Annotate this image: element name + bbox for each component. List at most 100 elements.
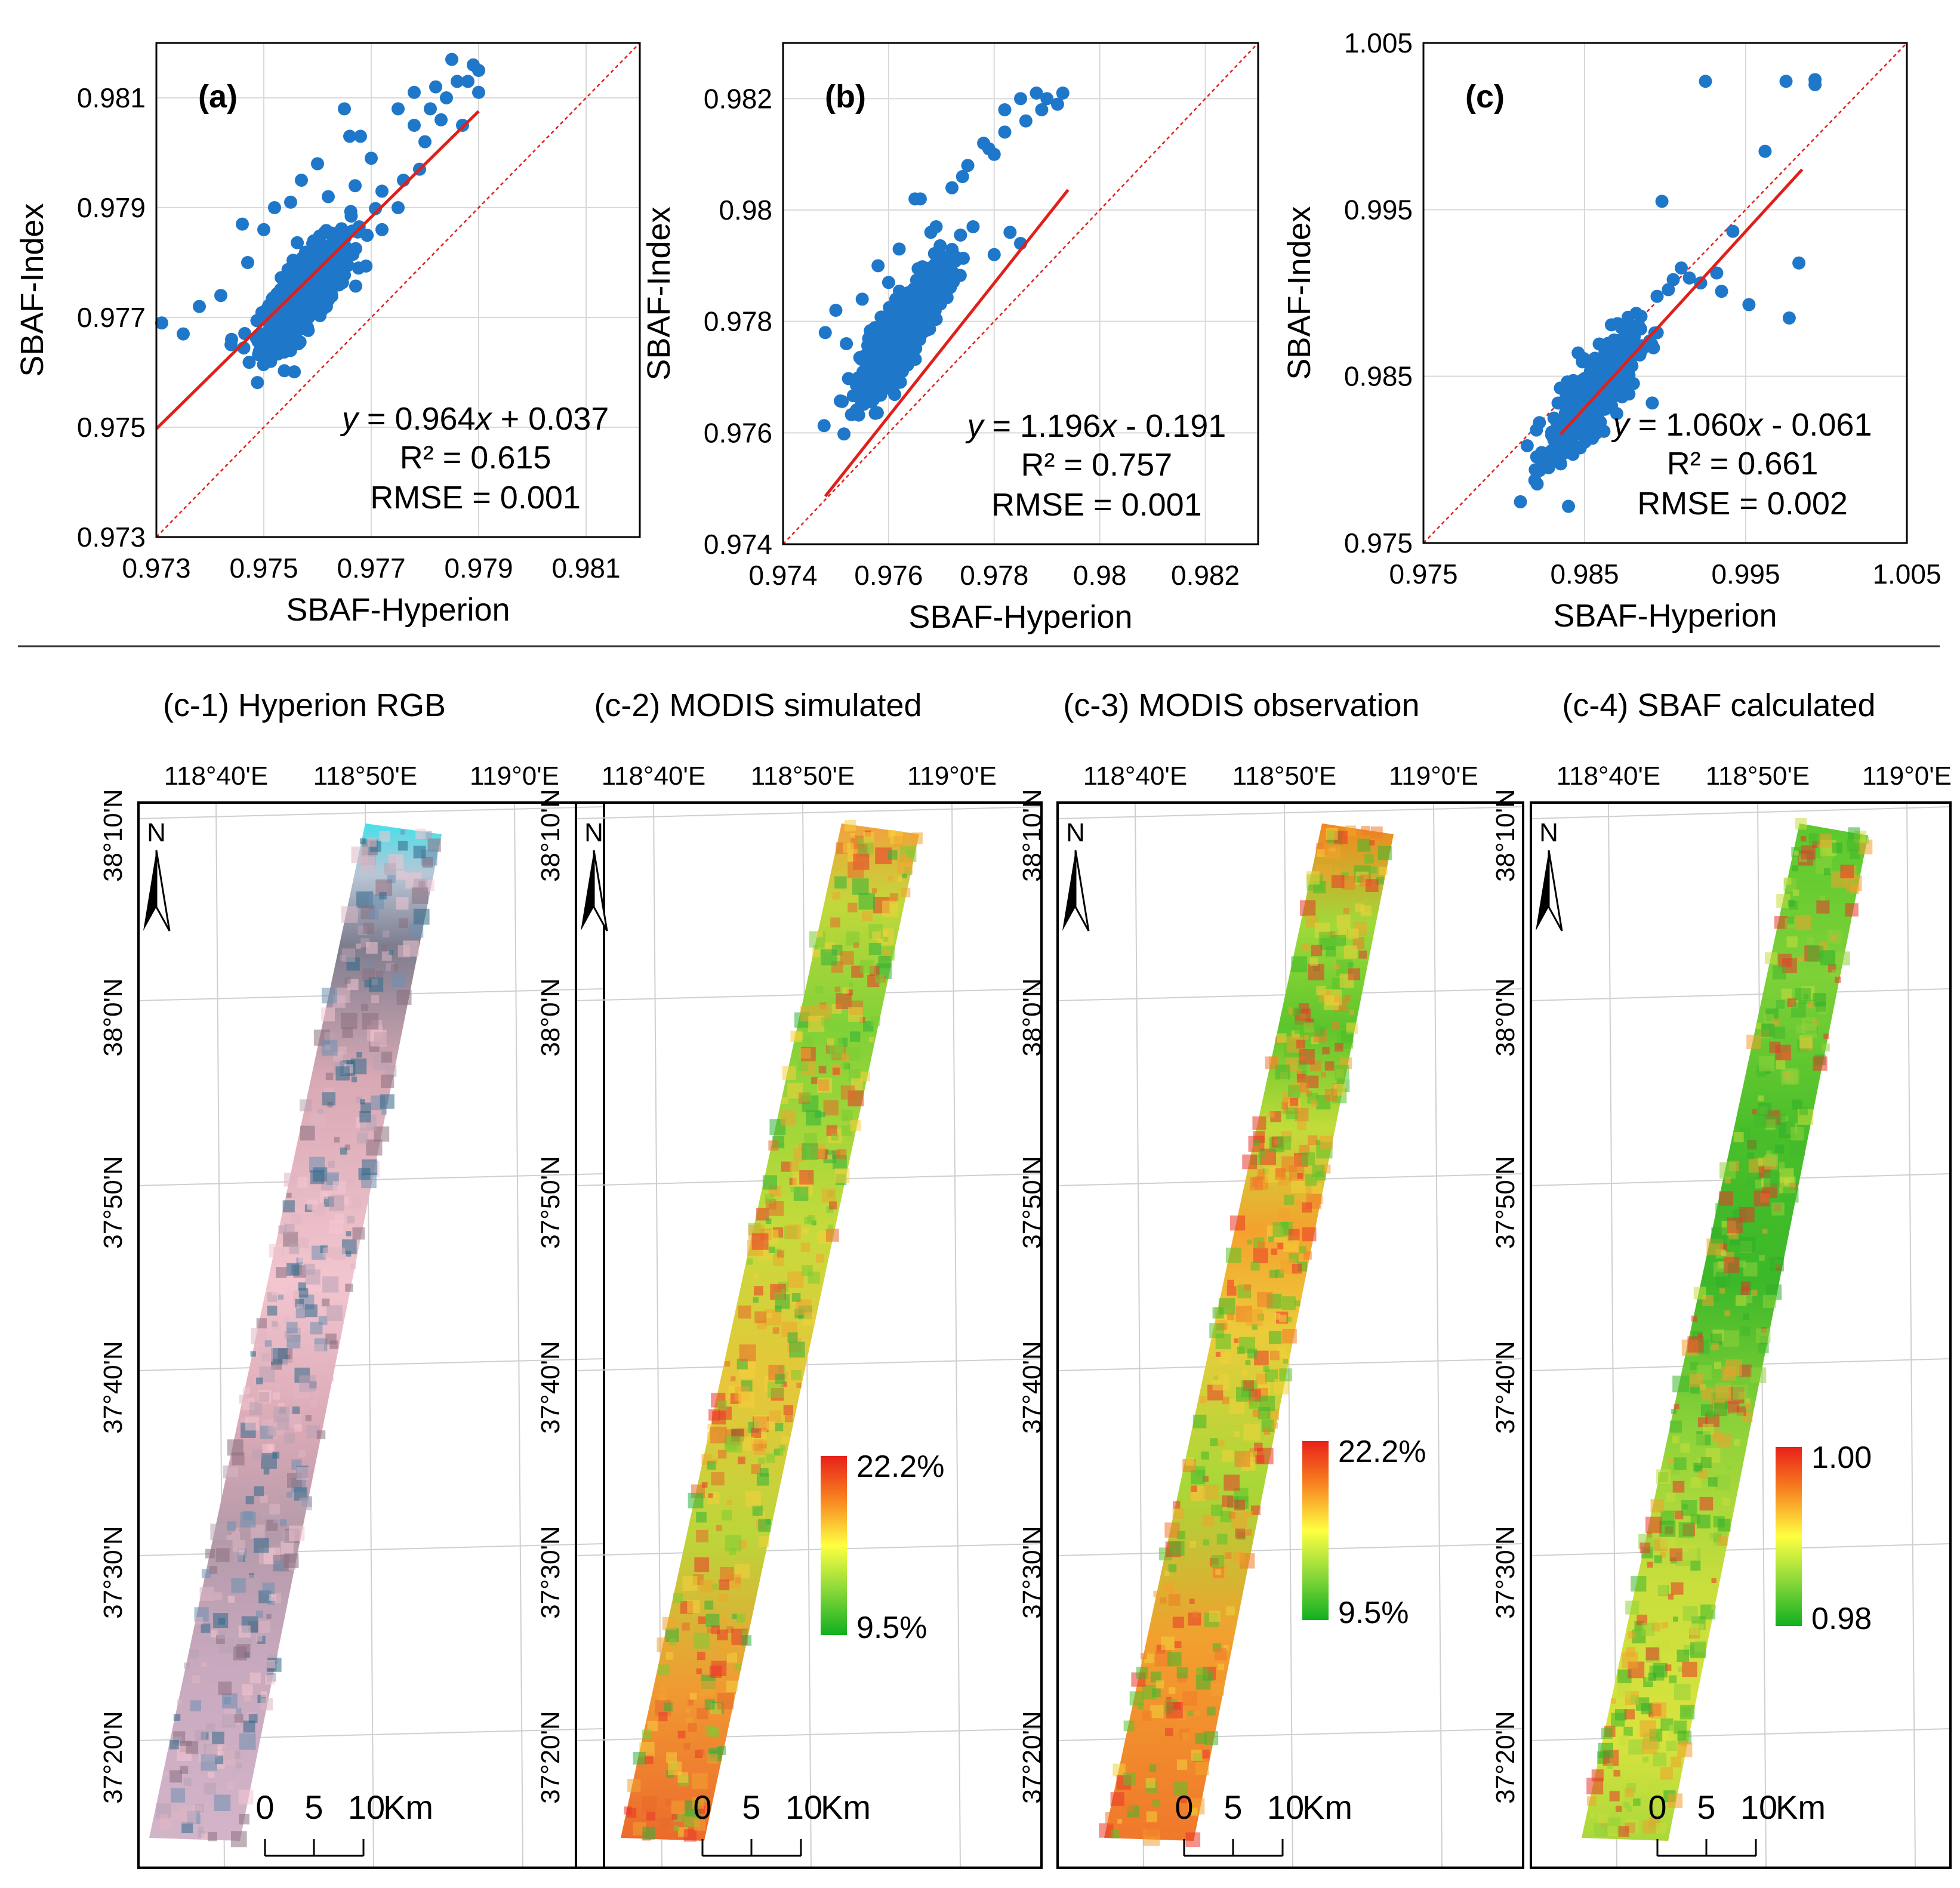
image-pixel [688,1723,697,1732]
data-point [472,64,485,77]
image-pixel [1693,1287,1706,1300]
image-pixel [328,1161,335,1168]
one-to-one-line [156,42,640,538]
data-point [909,311,923,325]
image-pixel [1283,1359,1288,1364]
image-pixel [322,1092,336,1106]
image-pixel [1645,1516,1662,1534]
image-pixel [1250,1177,1263,1190]
data-point [472,85,485,99]
image-pixel [703,1796,709,1802]
image-pixel [1189,1598,1195,1604]
y-tick-label: 0.973 [77,522,146,553]
image-pixel [171,1788,185,1803]
image-pixel [322,1193,329,1199]
image-pixel [858,893,876,910]
data-point [817,419,831,433]
image-pixel [1747,1140,1757,1150]
image-pixel [1324,843,1341,859]
image-pixel [1253,1248,1268,1263]
map-title: (c-3) MODIS observation [1063,687,1419,723]
image-pixel [341,906,358,923]
image-pixel [725,1535,742,1551]
image-pixel [1822,1043,1830,1052]
image-pixel [281,1541,294,1554]
image-pixel [1288,1229,1300,1241]
image-pixel [802,1312,815,1325]
longitude-gridline [1433,802,1443,1868]
image-pixel [298,1288,309,1298]
image-pixel [1173,1501,1181,1509]
latitude-gridline [138,1358,605,1371]
image-pixel [726,1680,738,1692]
image-pixel [192,1675,201,1683]
scale-bar-label: 10 [1740,1788,1777,1826]
image-pixel [1726,1277,1737,1287]
image-pixel [846,931,860,946]
image-pixel [1377,846,1392,860]
image-pixel [252,1449,263,1460]
image-pixel [1687,1336,1704,1353]
data-point [418,135,432,149]
image-pixel [1324,1088,1338,1102]
longitude-gridline [514,802,523,1868]
image-pixel [1767,1223,1777,1234]
image-pixel [1694,1640,1706,1652]
image-pixel [1743,1313,1750,1321]
y-tick-label: 0.976 [704,417,772,448]
image-pixel [1234,1338,1239,1344]
image-pixel [1653,1753,1667,1767]
image-pixel [802,1092,812,1102]
image-pixel [1653,1662,1668,1678]
image-pixel [1348,968,1361,980]
plot-frame [1422,42,1908,544]
image-pixel [1145,1778,1155,1788]
image-pixel [1640,1543,1651,1553]
image-pixel [810,1077,818,1084]
image-pixel [1320,1136,1333,1149]
image-pixel [863,832,874,843]
image-pixel [236,1763,242,1769]
image-pixel [1286,1317,1292,1322]
image-pixel [1786,936,1798,948]
data-point [311,243,325,257]
image-pixel [1722,1498,1730,1506]
image-pixel [239,1733,256,1750]
data-point [288,365,301,379]
image-pixel [284,1223,295,1234]
image-pixel [711,1583,718,1590]
image-pixel [1613,1770,1620,1777]
image-pixel [227,1782,235,1790]
image-pixel [1250,1261,1260,1271]
image-pixel [1727,1402,1740,1414]
image-pixel [1626,1806,1632,1812]
data-point [911,328,925,342]
image-pixel [830,917,840,928]
image-pixel [1269,1350,1280,1361]
image-pixel [1284,1195,1295,1205]
image-pixel [239,1813,249,1825]
image-pixel [1678,1522,1694,1538]
latitude-gridline [575,1358,1042,1371]
image-pixel [906,849,914,857]
image-pixel [902,873,907,878]
image-pixel [1219,1352,1231,1365]
image-pixel [897,877,903,883]
data-point [343,129,356,143]
image-pixel [201,1833,208,1840]
image-pixel [356,1051,362,1058]
data-point [1758,144,1772,158]
image-pixel [882,949,890,957]
image-pixel [1772,965,1787,980]
image-pixel [633,1751,646,1765]
y-tick-label: 0.978 [704,306,772,337]
legend-high-label: 22.2% [856,1449,944,1484]
image-pixel [668,1761,682,1776]
north-arrow-right [593,850,608,931]
image-pixel [911,832,923,844]
x-tick-label: 0.975 [1389,559,1457,590]
image-pixel [754,1311,766,1324]
image-pixel [381,1074,395,1088]
image-pixel [658,1692,667,1701]
image-pixel [1379,866,1388,875]
